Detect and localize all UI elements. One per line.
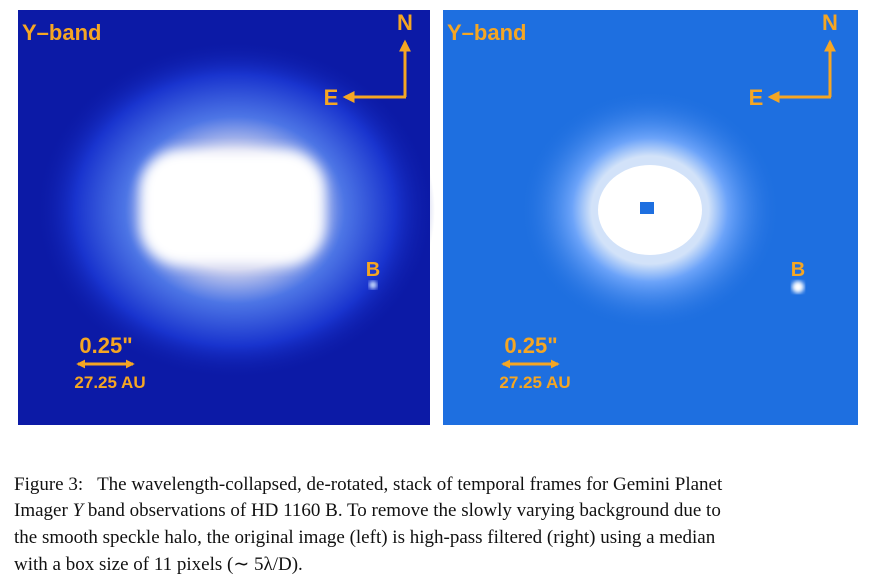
band-label: Y–band bbox=[447, 20, 526, 45]
north-label: N bbox=[397, 10, 413, 35]
caption-line: Figure 3: The wavelength-collapsed, de-r… bbox=[14, 474, 722, 496]
companion-label: B bbox=[366, 259, 380, 281]
left-panel bbox=[18, 10, 435, 425]
figure: Y–band N E B 0.25" 27.25 AU Y–band N E B 0.25" 27.2… bbox=[18, 10, 858, 425]
companion-label: B bbox=[791, 259, 805, 281]
caption-label: Figure 3: bbox=[14, 474, 84, 495]
band-label: Y–band bbox=[22, 20, 101, 45]
caption-line: the smooth speckle halo, the original im… bbox=[14, 527, 715, 549]
caption-text: band observations of HD 1160 B. To remov… bbox=[87, 500, 721, 521]
scale-label: 0.25" bbox=[504, 333, 557, 358]
caption-text: with a box size of 11 pixels (∼ 5λ/D). bbox=[14, 554, 303, 575]
caption-text: Imager bbox=[14, 500, 68, 521]
caption-line: with a box size of 11 pixels (∼ 5λ/D). bbox=[14, 553, 303, 576]
distance-label: 27.25 AU bbox=[499, 373, 570, 392]
east-label: E bbox=[749, 85, 764, 110]
east-label: E bbox=[324, 85, 339, 110]
distance-label: 27.25 AU bbox=[74, 373, 145, 392]
north-label: N bbox=[822, 10, 838, 35]
labels: Y–band N E B 0.25" 27.25 AU Y–band N E B 0.25" 27.2… bbox=[22, 10, 838, 392]
caption-math: Y bbox=[72, 500, 84, 521]
right-panel bbox=[443, 10, 858, 425]
caption-text: the smooth speckle halo, the original im… bbox=[14, 527, 716, 548]
caption-text: The wavelength-collapsed, de-rotated, st… bbox=[97, 474, 723, 495]
caption-line: Imager Y band observations of HD 1160 B.… bbox=[14, 500, 721, 522]
scale-label: 0.25" bbox=[79, 333, 132, 358]
